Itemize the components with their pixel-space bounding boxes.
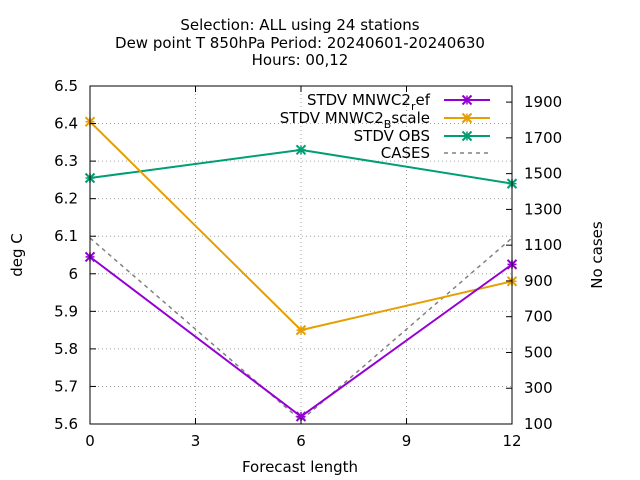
legend-label-main: STDV MNWC2 <box>280 109 384 127</box>
y2-axis-label: No cases <box>588 221 606 289</box>
legend-entry: STDV MNWC2Bscale <box>280 109 490 131</box>
y2-tick-label: 1100 <box>524 236 562 254</box>
y2-tick-label: 1900 <box>524 93 562 111</box>
y-tick-label: 5.6 <box>54 415 78 433</box>
y2-tick-label: 300 <box>524 379 553 397</box>
x-tick-label: 3 <box>191 432 201 450</box>
y-tick-label: 5.8 <box>54 340 78 358</box>
legend-entry: STDV OBS <box>354 127 490 145</box>
y2-tick-label: 1700 <box>524 129 562 147</box>
legend-label-tail: scale <box>391 109 430 127</box>
legend-label-sub: B <box>384 118 392 131</box>
y2-tick-label: 1300 <box>524 200 562 218</box>
y-tick-label: 6 <box>68 265 78 283</box>
legend-entry: CASES <box>381 144 490 162</box>
title-line-2: Dew point T 850hPa Period: 20240601-2024… <box>115 34 485 52</box>
title-line-1: Selection: ALL using 24 stations <box>180 16 419 34</box>
legend-label-main: STDV OBS <box>354 127 430 145</box>
y2-tick-label: 1500 <box>524 165 562 183</box>
y-tick-label: 6.3 <box>54 152 78 170</box>
data-point <box>295 144 307 156</box>
x-tick-label: 0 <box>85 432 95 450</box>
series-line <box>89 256 513 418</box>
legend-entry: STDV MNWC2ref <box>307 91 490 113</box>
series-0 <box>84 251 518 422</box>
series-1 <box>84 116 518 336</box>
y-tick-label: 6.1 <box>54 227 78 245</box>
x-tick-label: 6 <box>296 432 306 450</box>
y-tick-label: 5.7 <box>54 377 78 395</box>
series-line <box>89 237 513 422</box>
x-tick-label: 9 <box>402 432 412 450</box>
y-tick-label: 6.5 <box>54 77 78 95</box>
y-tick-label: 6.2 <box>54 190 78 208</box>
legend-label-main: STDV MNWC2 <box>307 91 411 109</box>
y2-tick-label: 500 <box>524 343 553 361</box>
y-tick-label: 5.9 <box>54 302 78 320</box>
y2-tick-label: 700 <box>524 308 553 326</box>
axis-ticks: 0 3 6 9 12 5.6 5.7 5.8 5.9 6 6.1 6.2 6.3 6.4 6.5 100 300… <box>54 77 562 450</box>
chart-title: Selection: ALL using 24 stations Dew poi… <box>115 16 485 69</box>
legend-label-sub: r <box>411 100 416 113</box>
legend-label-tail: ef <box>415 91 430 109</box>
legend-label: STDV MNWC2Bscale <box>280 109 430 131</box>
grid <box>90 86 512 424</box>
y-axis-label: deg C <box>8 233 26 277</box>
series-3 <box>89 237 513 422</box>
legend-label-main: CASES <box>381 144 430 162</box>
y2-tick-label: 100 <box>524 415 553 433</box>
legend-label: STDV MNWC2ref <box>307 91 431 113</box>
title-line-3: Hours: 00,12 <box>252 51 349 69</box>
data-point <box>295 324 307 336</box>
legend-marker <box>461 94 473 106</box>
legend-label: STDV OBS <box>354 127 430 145</box>
x-axis-label: Forecast length <box>242 458 358 476</box>
legend-marker <box>461 112 473 124</box>
x-tick-label: 12 <box>502 432 521 450</box>
y-tick-label: 6.4 <box>54 115 78 133</box>
y2-tick-label: 900 <box>524 272 553 290</box>
legend-label: CASES <box>381 144 430 162</box>
legend-marker <box>461 130 473 142</box>
